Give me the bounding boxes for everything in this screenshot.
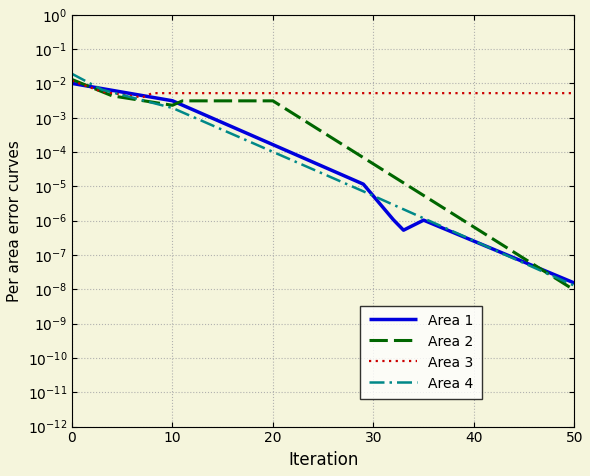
Area 3 [239,90,246,96]
Area 4 [560,278,568,284]
Area 1 [219,120,226,126]
Area 1 [400,228,407,233]
Area 2 [400,180,407,186]
Area 1 [560,276,568,282]
Area 1 [68,80,76,86]
Area 2 [229,98,236,104]
Area 1 [229,124,236,130]
X-axis label: Iteration: Iteration [288,451,358,469]
Area 2 [179,98,186,104]
Area 1 [179,102,186,108]
Area 4 [229,131,236,137]
Area 4 [219,127,226,133]
Area 4 [571,283,578,288]
Area 1 [430,221,437,227]
Area 3 [571,90,578,96]
Line: Area 2: Area 2 [72,79,574,290]
Area 3 [410,90,417,96]
Area 2 [430,199,437,205]
Line: Area 4: Area 4 [72,74,574,286]
Area 3 [189,90,196,96]
Y-axis label: Per area error curves: Per area error curves [7,140,22,302]
Area 3 [139,95,146,100]
Area 3 [68,78,76,83]
Area 4 [68,71,76,77]
Area 3 [440,90,447,96]
Area 2 [571,287,578,293]
Legend: Area 1, Area 2, Area 3, Area 4: Area 1, Area 2, Area 3, Area 4 [360,306,482,399]
Area 2 [219,98,226,104]
Area 1 [571,280,578,286]
Area 2 [560,281,568,287]
Area 2 [68,77,76,82]
Area 4 [179,109,186,115]
Area 4 [400,207,407,212]
Line: Area 1: Area 1 [72,83,574,283]
Line: Area 3: Area 3 [72,80,574,98]
Area 4 [430,220,437,226]
Area 3 [229,90,236,96]
Area 3 [560,90,568,96]
